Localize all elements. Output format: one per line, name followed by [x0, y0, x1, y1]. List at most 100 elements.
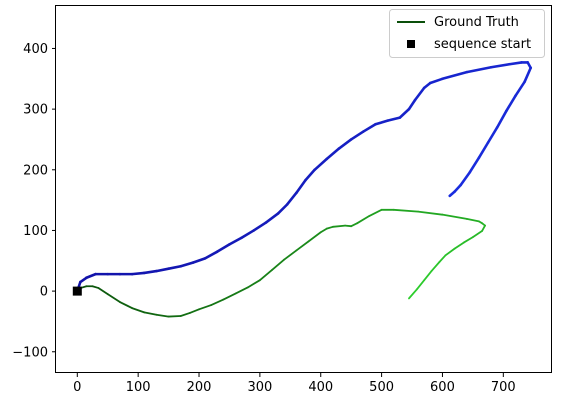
line-segment [459, 170, 472, 187]
line-segment [91, 285, 100, 289]
line-segment [307, 231, 322, 243]
line-segment [349, 130, 365, 141]
line-segment [362, 122, 377, 133]
line-segment [234, 286, 249, 295]
line-segment [130, 271, 146, 276]
line-segment [344, 224, 353, 228]
series-estimate [76, 61, 532, 293]
line-segment [106, 293, 121, 303]
x-tick-label: 100 [126, 380, 151, 395]
line-segment [97, 287, 109, 296]
line-segment [228, 236, 243, 246]
line-segment [407, 98, 417, 111]
legend-label-ground-truth: Ground Truth [434, 15, 519, 30]
line-segment [374, 119, 389, 126]
line-segment [386, 116, 402, 122]
legend: Ground Truth sequence start [389, 9, 545, 58]
axes-frame [55, 5, 552, 373]
line-segment [325, 225, 334, 230]
line-segment [131, 307, 146, 314]
line-segment [142, 269, 158, 275]
x-tick-label: 400 [308, 380, 333, 395]
line-segment [313, 157, 329, 172]
line-segment [453, 183, 463, 193]
line-segment [252, 221, 268, 232]
line-segment [167, 264, 183, 270]
line-segment [368, 208, 383, 217]
line-segment [155, 313, 170, 318]
line-segment [438, 254, 447, 263]
line-segment [198, 304, 213, 311]
line-segment [319, 227, 328, 234]
line-segment [210, 298, 225, 306]
line-segment [295, 178, 307, 195]
legend-square-swatch [407, 40, 415, 48]
x-tick-label: 0 [73, 380, 81, 395]
y-tick-label: 100 [23, 224, 48, 239]
x-axis-ticks: 0 100 200 300 400 500 600 700 [73, 373, 516, 395]
x-tick-label: 200 [187, 380, 212, 395]
x-tick-label: 600 [430, 380, 455, 395]
x-tick-label: 700 [491, 380, 516, 395]
line-segment [276, 203, 289, 215]
line-segment [415, 279, 426, 291]
legend-label-sequence-start: sequence start [434, 37, 531, 52]
line-segment [295, 240, 310, 252]
legend-box [389, 9, 545, 58]
plot-lines [76, 61, 532, 318]
line-segment [179, 312, 191, 317]
line-segment [203, 250, 219, 260]
line-segment [332, 224, 346, 228]
line-segment [285, 191, 298, 206]
line-segment [444, 247, 456, 257]
line-segment [337, 138, 353, 150]
line-segment [356, 214, 371, 225]
line-segment [85, 272, 97, 280]
line-segment [423, 270, 433, 282]
line-segment [215, 243, 231, 253]
line-segment [191, 257, 207, 264]
line-segment [471, 230, 483, 239]
line-segment [398, 107, 411, 119]
line-segment [514, 80, 526, 98]
line-segment [143, 311, 158, 316]
y-tick-label: 200 [23, 163, 48, 178]
x-tick-label: 500 [369, 380, 394, 395]
line-segment [155, 267, 170, 273]
y-tick-label: 0 [40, 285, 48, 300]
line-segment [505, 94, 517, 113]
line-segment [350, 222, 359, 228]
line-segment [240, 229, 256, 240]
y-tick-label: 400 [23, 42, 48, 57]
line-segment [417, 210, 444, 216]
line-segment [188, 308, 200, 314]
line-segment [167, 315, 182, 318]
line-segment [179, 261, 195, 268]
line-segment [481, 224, 486, 232]
line-segment [462, 236, 474, 244]
line-segment [489, 62, 511, 69]
line-segment [413, 86, 426, 102]
line-segment [465, 65, 493, 74]
line-segment [408, 288, 418, 300]
line-segment [283, 249, 298, 261]
line-segment [428, 77, 444, 85]
sequence-start-marker [72, 286, 82, 296]
line-segment [508, 61, 523, 66]
line-segment [453, 241, 465, 250]
line-segment [392, 208, 420, 213]
line-segment [304, 168, 316, 182]
line-segment [486, 126, 499, 144]
line-segment [523, 66, 532, 84]
line-segment [258, 268, 273, 282]
x-tick-label: 300 [247, 380, 272, 395]
line-segment [222, 292, 237, 301]
line-segment [430, 261, 441, 272]
line-segment [441, 213, 468, 220]
y-tick-label: −100 [12, 345, 48, 360]
line-segment [495, 109, 508, 129]
line-segment [441, 70, 469, 81]
line-segment [246, 279, 261, 289]
start-marker-layer [72, 286, 82, 296]
